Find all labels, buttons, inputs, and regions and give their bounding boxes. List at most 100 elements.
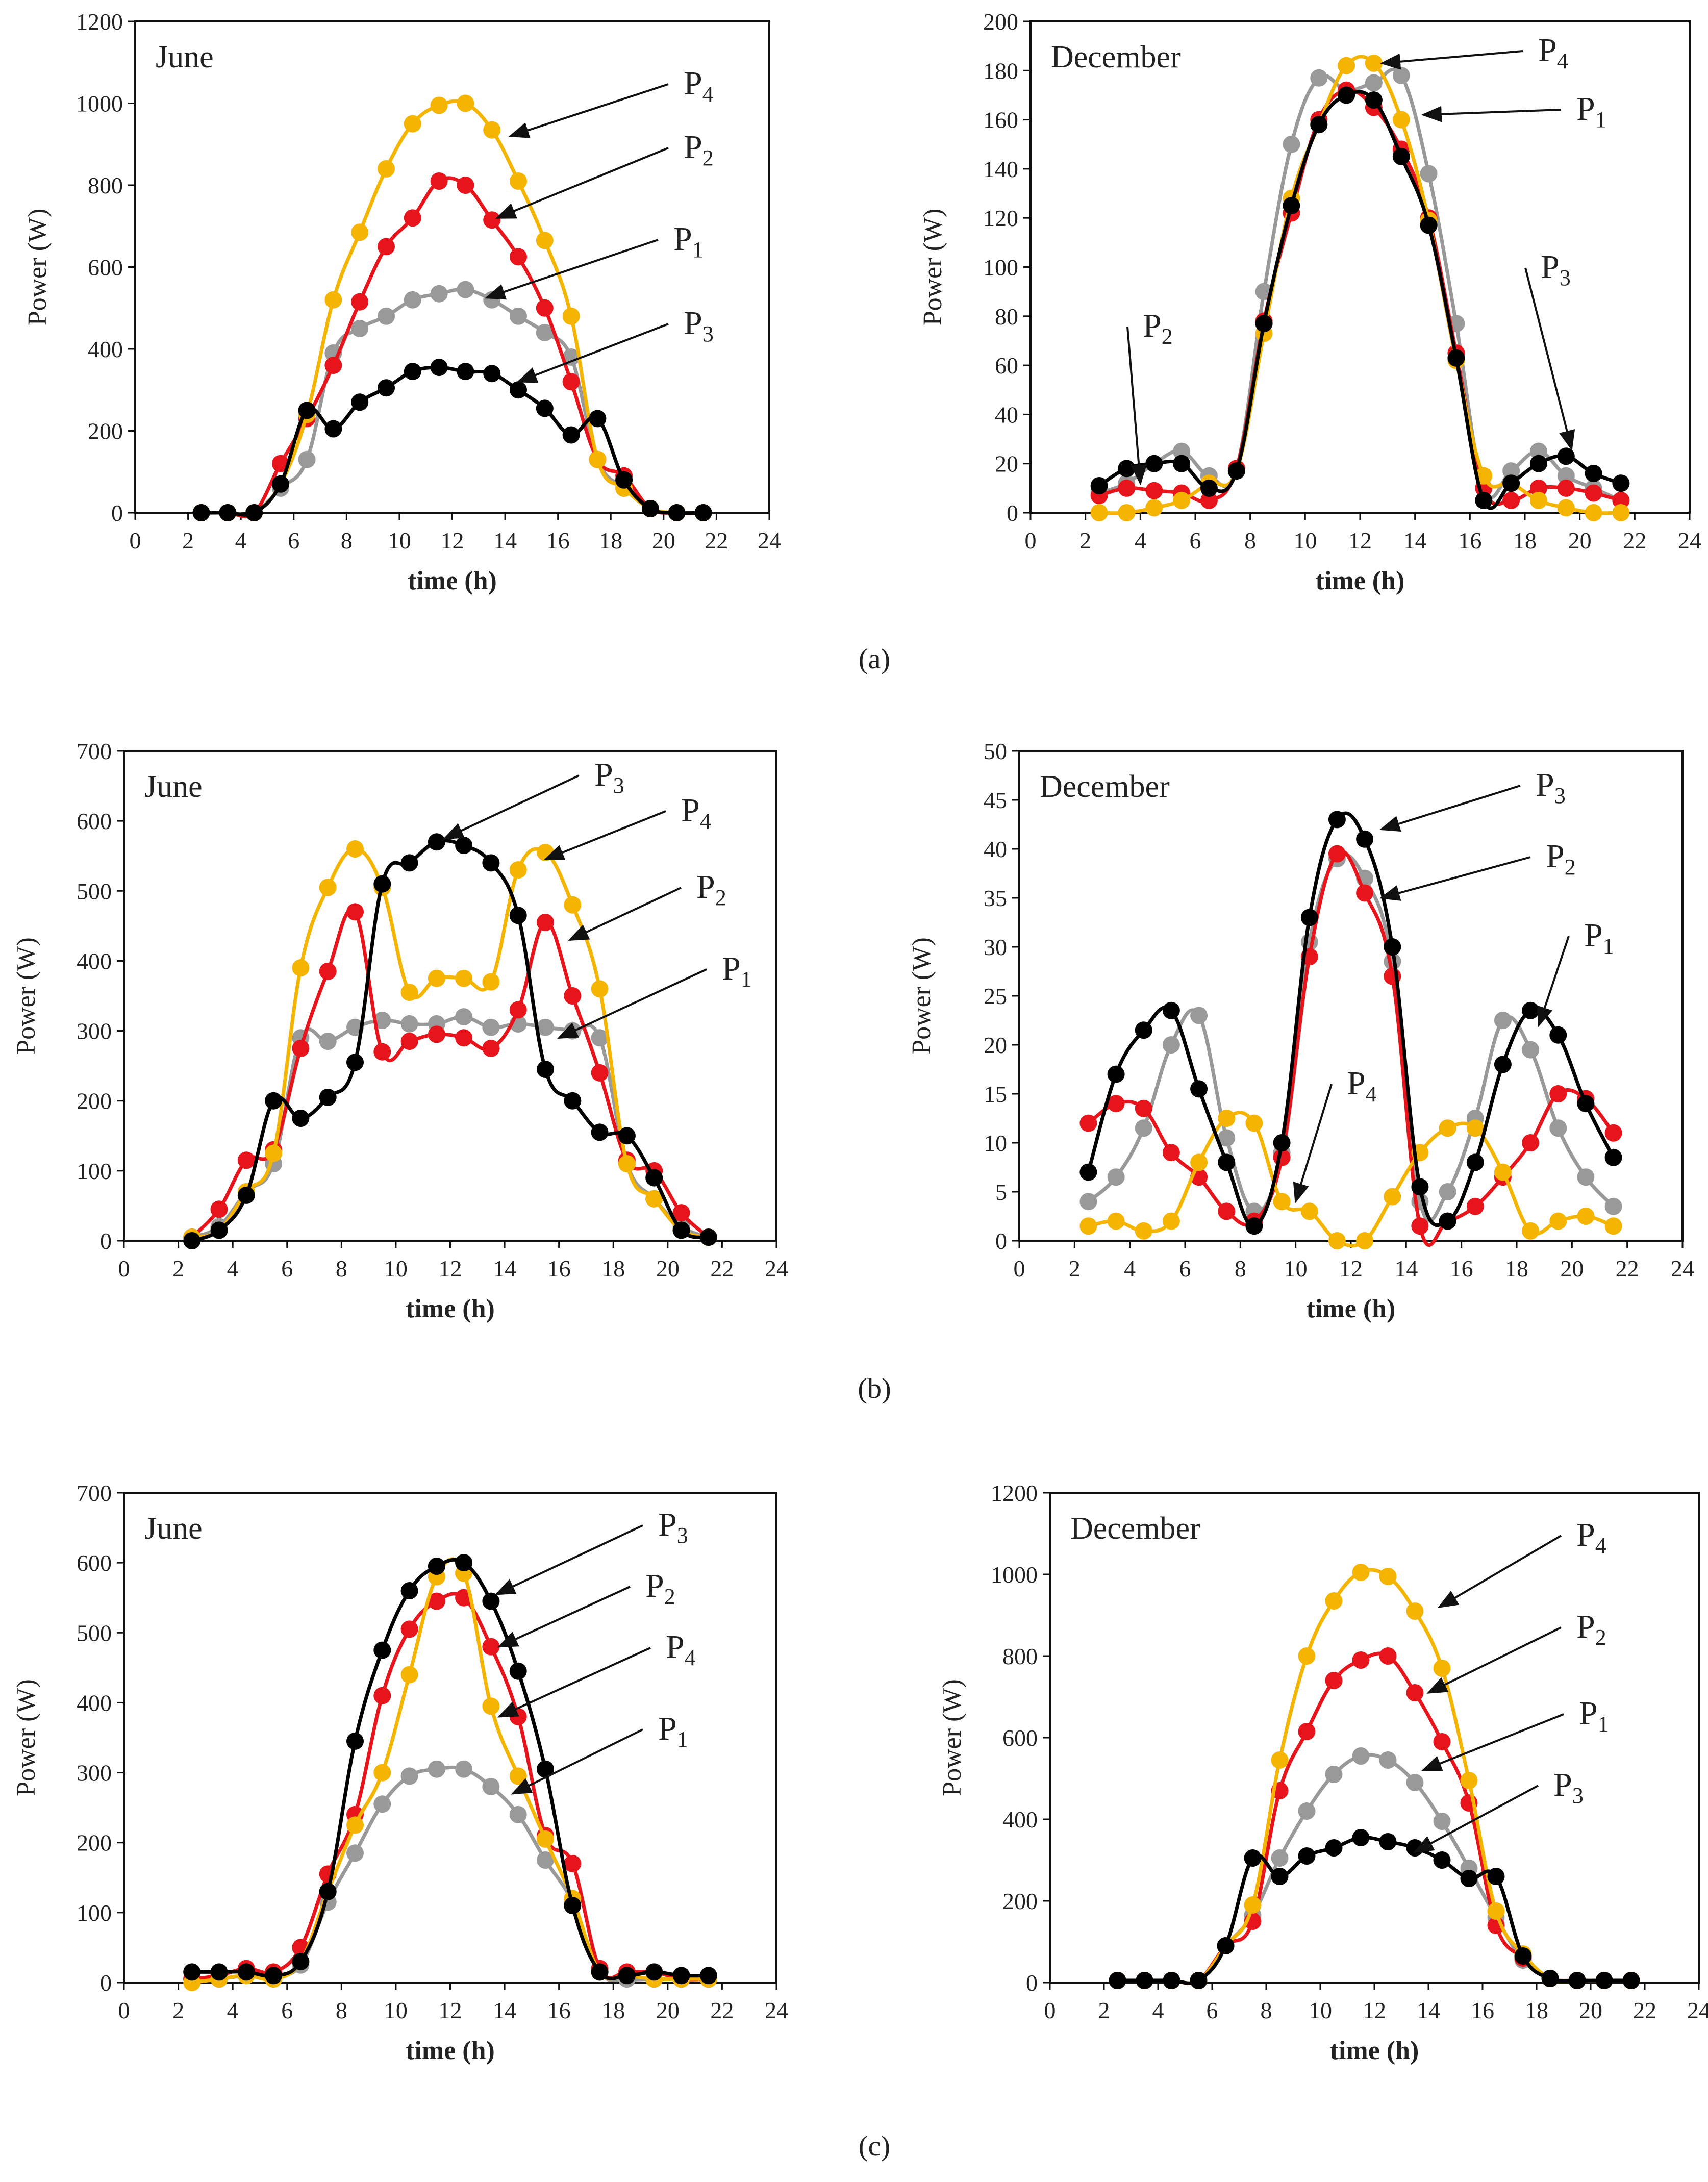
y-tick-label: 35 (984, 885, 1007, 911)
annotation-arrow-p1 (485, 239, 659, 300)
data-point-p1 (1522, 1041, 1540, 1059)
data-point-p1 (510, 307, 527, 325)
data-point-p3 (292, 1110, 310, 1127)
data-point-p1 (455, 1760, 473, 1778)
series-line-p2 (190, 907, 711, 1239)
series-line-p1 (190, 1765, 711, 1983)
annotation-subscript: 4 (1595, 1533, 1606, 1558)
data-point-p3 (483, 365, 501, 383)
y-tick-label: 10 (984, 1130, 1007, 1156)
x-tick-label: 4 (235, 528, 247, 554)
data-point-p2 (1352, 1651, 1370, 1669)
x-tick-label: 24 (765, 1256, 788, 1282)
data-point-p2 (537, 914, 554, 931)
series-line-p3 (199, 365, 705, 517)
data-point-p3 (351, 393, 369, 411)
x-tick-label: 2 (172, 1256, 184, 1282)
data-point-p3 (645, 1963, 663, 1981)
data-point-p2 (562, 373, 580, 391)
data-point-p3 (591, 1123, 609, 1141)
annotation-arrow-p1 (1537, 936, 1570, 1027)
data-point-p3 (1475, 491, 1493, 509)
data-point-p2 (1118, 479, 1136, 497)
annotation-label-p1: P1 (1576, 90, 1606, 132)
y-tick-label: 400 (88, 336, 123, 362)
annotation-subscript: 1 (1603, 934, 1614, 959)
series-line-p4 (199, 99, 705, 517)
data-point-p1 (346, 1844, 364, 1862)
data-point-p4 (482, 973, 500, 991)
annotation-label-p4: P4 (684, 65, 714, 107)
x-tick-label: 10 (384, 1997, 408, 2023)
annotation-label-p2: P2 (645, 1567, 675, 1609)
x-tick-label: 16 (547, 1256, 571, 1282)
data-point-p3 (1352, 1829, 1370, 1846)
data-point-p3 (210, 1963, 228, 1981)
data-point-p4 (1107, 1212, 1125, 1230)
data-point-p1 (482, 1778, 500, 1795)
data-point-p4 (510, 172, 527, 190)
data-point-p3 (1109, 1972, 1126, 1989)
annotation-subscript: 2 (1162, 324, 1173, 349)
data-point-p1 (1557, 467, 1575, 485)
data-point-p3 (1604, 1148, 1622, 1166)
data-point-p1 (1406, 1774, 1424, 1791)
annotation-subscript: 2 (1565, 855, 1576, 880)
annotation-label-p2: P2 (696, 868, 726, 910)
x-tick-label: 6 (1179, 1256, 1191, 1282)
data-point-p1 (1218, 1129, 1236, 1147)
data-point-p3 (645, 1169, 663, 1187)
x-tick-label: 0 (1044, 1997, 1056, 2023)
month-label: December (1070, 1511, 1200, 1546)
x-axis-label: time (h) (1307, 1294, 1396, 1323)
x-tick-label: 2 (1079, 528, 1091, 554)
data-point-p4 (1325, 1592, 1343, 1610)
annotation-arrow-p3 (1413, 1785, 1539, 1853)
data-point-p3 (373, 1641, 391, 1659)
data-point-p1 (373, 1795, 391, 1813)
x-tick-label: 22 (1623, 528, 1646, 554)
annotation-label-p1: P1 (673, 220, 704, 262)
y-tick-label: 700 (77, 738, 112, 764)
x-tick-label: 0 (118, 1997, 130, 2023)
y-tick-label: 100 (77, 1900, 112, 1926)
data-point-p3 (641, 500, 659, 517)
annotation-label-p3: P3 (1536, 766, 1566, 808)
data-point-p4 (591, 980, 609, 998)
data-point-p1 (1494, 1012, 1512, 1029)
data-point-p4 (1273, 1193, 1291, 1211)
data-point-p3 (482, 854, 500, 872)
data-point-p1 (591, 1029, 609, 1047)
data-point-p3 (1365, 91, 1383, 109)
y-tick-label: 50 (984, 738, 1007, 764)
data-point-p4 (1244, 1896, 1262, 1914)
data-point-p4 (1612, 504, 1630, 521)
x-tick-label: 14 (493, 1997, 516, 2023)
data-point-p2 (430, 172, 448, 190)
x-tick-label: 6 (281, 1997, 293, 2023)
data-point-p4 (1298, 1647, 1316, 1665)
data-point-p3 (346, 1732, 364, 1750)
data-point-p3 (509, 907, 527, 924)
y-axis-label: Power (W) (938, 1679, 967, 1796)
data-point-p2 (1162, 1144, 1180, 1162)
data-point-p3 (1218, 1153, 1236, 1171)
annotation-arrow-p1 (1421, 1713, 1564, 1771)
data-point-p3 (1298, 1847, 1316, 1865)
x-tick-label: 2 (1069, 1256, 1081, 1282)
data-point-p3 (1502, 474, 1520, 492)
x-tick-label: 16 (1450, 1256, 1473, 1282)
annotation-arrow-p2 (568, 887, 682, 941)
data-point-p1 (1190, 1007, 1208, 1024)
data-point-p2 (482, 1638, 500, 1656)
data-point-p1 (537, 1851, 554, 1869)
data-point-p3 (428, 1558, 445, 1575)
data-point-p4 (1487, 1902, 1505, 1920)
annotation-arrow-p4 (1380, 50, 1523, 70)
data-point-p3 (1090, 477, 1108, 494)
data-point-p3 (1245, 1217, 1263, 1235)
data-point-p1 (1577, 1168, 1595, 1186)
